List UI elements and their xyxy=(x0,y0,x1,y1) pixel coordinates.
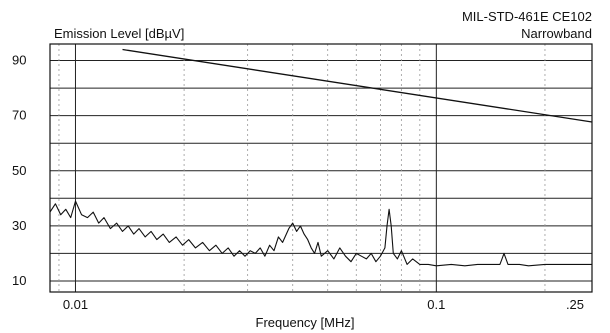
chart-title: MIL-STD-461E CE102 xyxy=(461,9,592,24)
series-layer xyxy=(49,48,593,267)
y-tick-label: 10 xyxy=(12,273,26,288)
x-tick-label: .25 xyxy=(566,297,584,312)
y-tick-label: 90 xyxy=(12,53,26,68)
chart-subtitle: Narrowband xyxy=(521,26,592,41)
limit-line xyxy=(122,48,593,123)
y-tick-label: 70 xyxy=(12,108,26,123)
x-tick-label: 0.01 xyxy=(63,297,88,312)
x-axis-label: Frequency [MHz] xyxy=(255,315,355,330)
x-tick-label: 0.1 xyxy=(427,297,445,312)
y-tick-label: 50 xyxy=(12,163,26,178)
y-axis-label: Emission Level [dBµV] xyxy=(54,26,185,41)
measured-emission-line xyxy=(49,200,592,267)
tick-layer: 90 70 50 30 10 0.01 0.1 .25 xyxy=(12,53,584,312)
plot-frame xyxy=(49,43,593,293)
y-tick-label: 30 xyxy=(12,218,26,233)
